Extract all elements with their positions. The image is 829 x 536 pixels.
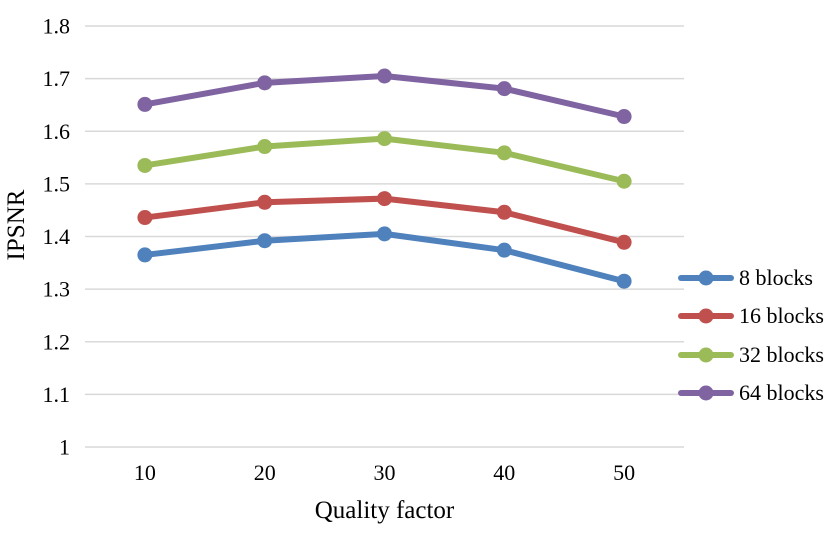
data-point-8-blocks	[257, 233, 273, 249]
legend-item-16-blocks: 16 blocks	[678, 303, 824, 329]
data-point-32-blocks	[616, 173, 632, 189]
data-point-32-blocks	[137, 157, 153, 173]
legend-label: 16 blocks	[739, 303, 824, 329]
y-tick-label: 1.7	[43, 66, 71, 91]
x-tick-label: 20	[254, 460, 276, 485]
legend-dot-icon	[698, 270, 714, 286]
legend-marker-icon	[678, 270, 734, 286]
data-point-64-blocks	[257, 75, 273, 91]
x-tick-label: 50	[613, 460, 635, 485]
legend-item-32-blocks: 32 blocks	[678, 342, 824, 368]
data-point-16-blocks	[257, 194, 273, 210]
y-tick-label: 1.4	[43, 224, 71, 249]
legend-label: 64 blocks	[739, 380, 824, 406]
legend-marker-icon	[678, 347, 734, 363]
legend-marker-icon	[678, 308, 734, 324]
data-point-64-blocks	[616, 109, 632, 125]
data-point-32-blocks	[377, 131, 392, 147]
data-point-16-blocks	[137, 210, 153, 226]
y-tick-label: 1.8	[43, 14, 71, 39]
x-tick-label: 40	[493, 460, 515, 485]
legend-dot-icon	[698, 308, 714, 324]
y-tick-label: 1.6	[43, 119, 71, 144]
data-point-8-blocks	[137, 247, 153, 263]
legend-label: 32 blocks	[739, 341, 824, 367]
legend-dot-icon	[698, 347, 714, 363]
data-point-64-blocks	[496, 81, 512, 97]
y-tick-label: 1.3	[43, 277, 71, 302]
data-point-64-blocks	[137, 96, 153, 112]
data-point-16-blocks	[616, 234, 632, 250]
data-point-8-blocks	[496, 242, 512, 258]
x-axis-title: Quality factor	[315, 497, 455, 524]
data-point-32-blocks	[257, 139, 273, 155]
y-tick-label: 1.2	[43, 329, 71, 354]
data-point-64-blocks	[377, 68, 392, 84]
y-axis-title: IPSNR	[3, 189, 30, 260]
y-tick-label: 1	[59, 435, 70, 460]
legend-item-8-blocks: 8 blocks	[678, 265, 813, 291]
legend-label: 8 blocks	[739, 265, 813, 290]
data-point-16-blocks	[496, 204, 512, 220]
legend-dot-icon	[698, 385, 714, 401]
legend-item-64-blocks: 64 blocks	[678, 380, 824, 406]
legend: 8 blocks 16 blocks 32 blocks 64 blocks	[678, 0, 828, 536]
y-tick-label: 1.5	[43, 171, 71, 196]
x-tick-label: 10	[134, 460, 156, 485]
data-point-8-blocks	[616, 273, 632, 289]
legend-marker-icon	[678, 385, 734, 401]
data-point-32-blocks	[496, 145, 512, 161]
data-point-8-blocks	[377, 226, 392, 242]
y-tick-label: 1.1	[43, 382, 71, 407]
x-tick-label: 30	[374, 460, 396, 485]
data-point-16-blocks	[377, 191, 392, 207]
